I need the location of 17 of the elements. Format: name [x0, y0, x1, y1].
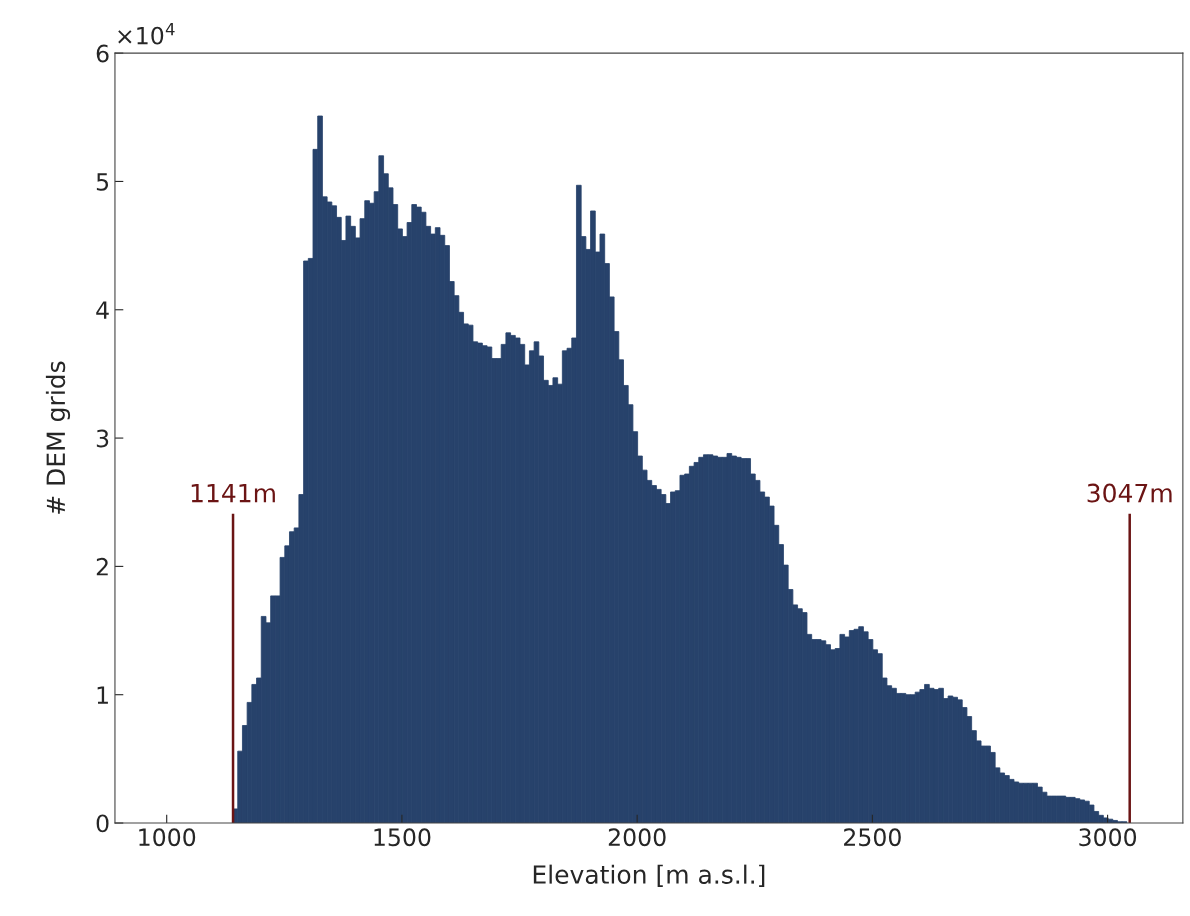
y-tick-label: 0 — [96, 814, 109, 833]
ref-line-label: 3047m — [1087, 483, 1172, 503]
text: ×10$^{4}$ — [118, 23, 175, 45]
x-axis-title: Elevation [m a.s.l.] — [533, 864, 765, 887]
y-tick-label: 5 — [96, 173, 109, 191]
x-tick-label: 2000 — [608, 828, 666, 847]
y-axis-title: # DEM grids — [45, 361, 71, 514]
x-tick-label: 1000 — [139, 828, 196, 847]
x-tick-label: 1500 — [374, 828, 431, 847]
x-tick-label: 3000 — [1079, 828, 1137, 847]
y-tick-label: 2 — [96, 557, 108, 576]
y-tick-label: 4 — [96, 301, 109, 319]
y-tick-label: 1 — [97, 686, 108, 704]
x-tick-label: 2500 — [844, 828, 901, 847]
y-tick-label: 3 — [96, 429, 109, 448]
y-tick-label: 6 — [96, 44, 109, 63]
ref-line-label: 1141m — [191, 483, 275, 503]
